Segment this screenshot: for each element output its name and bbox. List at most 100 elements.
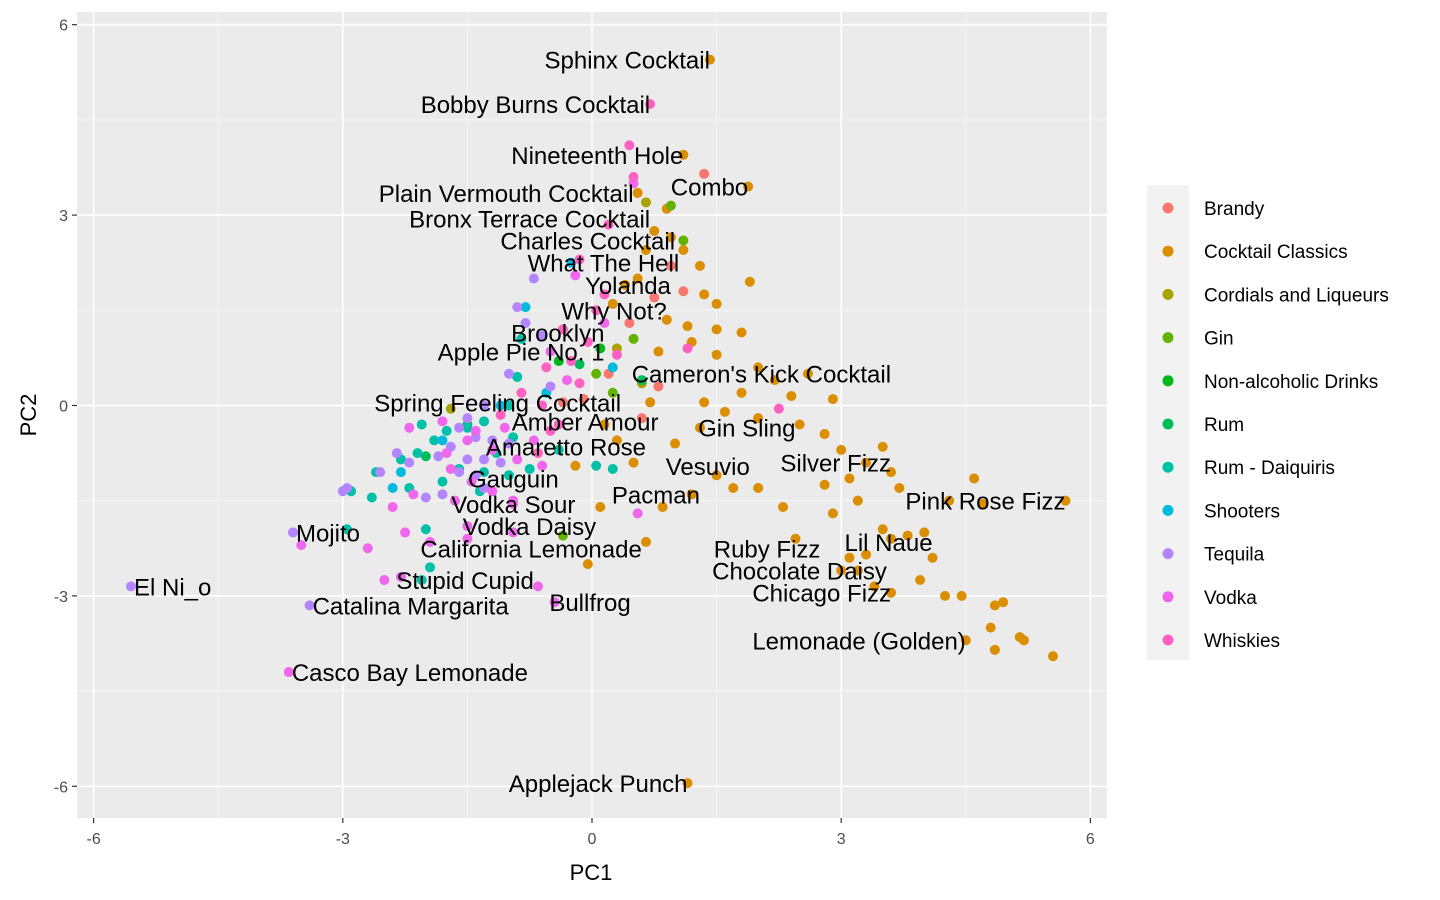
- data-point: [553, 419, 564, 430]
- data-point: [1060, 495, 1071, 506]
- point-label: Vesuvio: [666, 454, 750, 481]
- legend-swatch: [1162, 418, 1174, 430]
- data-point: [836, 444, 847, 455]
- point-label: Vodka Sour: [451, 492, 575, 519]
- data-point: [462, 521, 473, 532]
- data-point: [711, 349, 722, 360]
- data-point: [553, 356, 564, 367]
- data-point: [582, 337, 593, 348]
- data-point: [1048, 651, 1059, 662]
- data-point: [640, 244, 651, 255]
- legend-label: Shooters: [1204, 501, 1280, 522]
- data-point: [736, 387, 747, 398]
- data-point: [998, 597, 1009, 608]
- data-point: [699, 397, 710, 408]
- point-label: Spring Feeling Cocktail: [374, 390, 621, 417]
- data-point: [582, 559, 593, 570]
- data-point: [844, 473, 855, 484]
- data-point: [844, 552, 855, 563]
- data-point: [462, 413, 473, 424]
- legend-label: Tequila: [1204, 545, 1265, 566]
- data-point: [387, 482, 398, 493]
- data-point: [827, 394, 838, 405]
- data-point: [125, 581, 136, 592]
- legend-label: Whiskies: [1204, 631, 1280, 652]
- data-point: [886, 587, 897, 598]
- data-point: [802, 368, 813, 379]
- data-point: [886, 533, 897, 544]
- data-point: [553, 444, 564, 455]
- data-point: [940, 590, 951, 601]
- data-point: [516, 333, 527, 344]
- data-point: [304, 600, 315, 611]
- data-point: [362, 543, 373, 554]
- data-point: [628, 457, 639, 468]
- data-point: [545, 381, 556, 392]
- data-point: [769, 375, 780, 386]
- data-point: [512, 371, 523, 382]
- legend-label: Non-alcoholic Drinks: [1204, 372, 1378, 393]
- data-point: [927, 552, 938, 563]
- data-point: [704, 54, 715, 65]
- point-label: Plain Vermouth Cocktail: [379, 181, 634, 208]
- data-point: [699, 289, 710, 300]
- data-point: [433, 451, 444, 462]
- point-label: Stupid Cupid: [396, 568, 533, 595]
- data-point: [869, 581, 880, 592]
- data-point: [387, 502, 398, 513]
- data-point: [682, 321, 693, 332]
- data-point: [557, 397, 568, 408]
- data-point: [437, 416, 448, 427]
- data-point: [989, 644, 1000, 655]
- data-point: [599, 317, 610, 328]
- data-point: [665, 232, 676, 243]
- y-tick-label: 0: [59, 398, 68, 415]
- data-point: [566, 257, 577, 268]
- data-point: [649, 225, 660, 236]
- data-point: [728, 482, 739, 493]
- data-point: [520, 302, 531, 313]
- data-point: [657, 502, 668, 513]
- data-point: [425, 562, 436, 573]
- legend-swatch: [1162, 375, 1174, 387]
- y-axis-title: PC2: [16, 394, 41, 437]
- data-point: [520, 317, 531, 328]
- data-point: [607, 362, 618, 373]
- y-tick-label: -3: [54, 589, 68, 606]
- data-point: [437, 476, 448, 487]
- data-point: [408, 489, 419, 500]
- data-point: [528, 435, 539, 446]
- data-point: [607, 387, 618, 398]
- data-point: [591, 305, 602, 316]
- data-point: [441, 448, 452, 459]
- point-label: Gauguin: [468, 466, 559, 493]
- data-point: [416, 575, 427, 586]
- data-point: [632, 273, 643, 284]
- data-point: [479, 454, 490, 465]
- point-annotations: Sphinx Cocktail Bobby Burns Cocktail Ninet…: [134, 48, 1065, 798]
- point-label: Combo: [671, 175, 748, 202]
- data-point: [682, 343, 693, 354]
- point-label: Apple Pie No. 1: [438, 340, 605, 367]
- data-point: [487, 435, 498, 446]
- data-point: [624, 140, 635, 151]
- data-point: [287, 527, 298, 538]
- data-point: [985, 622, 996, 633]
- data-point: [591, 368, 602, 379]
- data-point: [877, 441, 888, 452]
- data-point: [711, 298, 722, 309]
- data-point: [454, 422, 465, 433]
- y-tick-label: -6: [54, 779, 68, 796]
- data-point: [574, 378, 585, 389]
- data-point: [503, 438, 514, 449]
- data-point: [645, 99, 656, 110]
- data-point: [694, 422, 705, 433]
- data-point: [886, 467, 897, 478]
- data-point: [512, 454, 523, 465]
- data-point: [296, 540, 307, 551]
- point-label: Nineteenth Hole: [511, 143, 683, 170]
- legend-label: Brandy: [1204, 199, 1265, 220]
- data-point: [624, 317, 635, 328]
- data-point: [470, 425, 481, 436]
- data-point: [445, 463, 456, 474]
